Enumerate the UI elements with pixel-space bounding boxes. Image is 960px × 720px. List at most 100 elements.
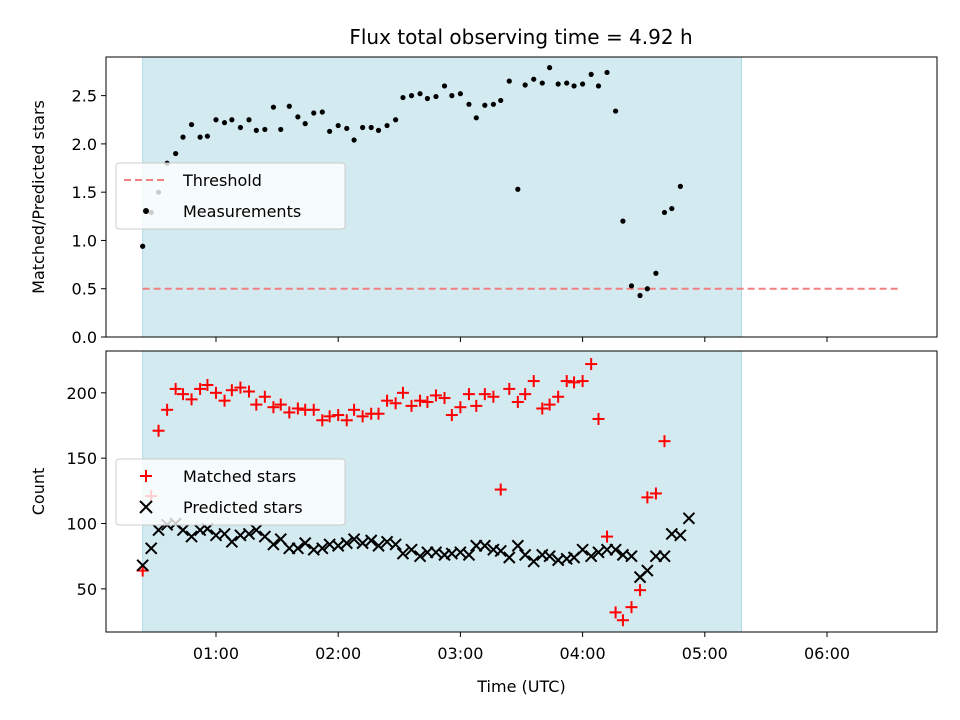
top-y-axis-label: Matched/Predicted stars	[29, 100, 48, 294]
measurement-point	[408, 93, 415, 99]
predicted-star-point	[576, 543, 589, 556]
measurement-point	[417, 91, 423, 97]
legend-threshold-label: Threshold	[182, 171, 262, 190]
matched-star-point	[332, 409, 345, 422]
matched-star-point	[503, 382, 516, 395]
matched-star-point	[234, 381, 247, 394]
legend-predicted-label: Predicted stars	[183, 498, 303, 517]
matched-star-point	[421, 395, 434, 408]
matched-star-point	[185, 393, 198, 406]
matched-star-point	[348, 403, 361, 416]
measurement-point	[188, 121, 195, 128]
predicted-star-point	[641, 564, 654, 577]
matched-star-point	[462, 388, 475, 401]
matched-star-point	[527, 375, 540, 388]
measurement-point	[637, 292, 643, 299]
matched-star-point	[307, 403, 320, 416]
matched-star-point	[429, 389, 442, 402]
predicted-star-point	[331, 539, 345, 552]
predicted-star-point	[136, 559, 149, 572]
measurement-point	[612, 108, 619, 114]
predicted-star-point	[454, 546, 467, 559]
matched-star-point	[560, 375, 573, 388]
matched-star-point	[274, 398, 287, 411]
x-tick-label: 04:00	[560, 644, 606, 663]
measurement-point	[669, 205, 675, 212]
matched-star-point	[601, 530, 614, 543]
measurement-point	[253, 127, 259, 133]
y-tick-label: 2.0	[72, 135, 97, 154]
matched-star-point	[616, 614, 629, 627]
x-tick-label: 06:00	[804, 644, 850, 663]
predicted-star-point	[298, 536, 312, 550]
matched-star-point	[445, 409, 458, 422]
predicted-star-point	[356, 536, 369, 550]
matched-star-point	[152, 424, 165, 437]
predicted-star-point	[176, 523, 190, 537]
matched-star-point	[478, 388, 491, 401]
matched-star-point	[201, 378, 214, 391]
matched-star-point	[176, 388, 189, 401]
top-x-ticks	[215, 337, 828, 342]
matched-star-point	[218, 394, 231, 407]
predicted-star-point	[347, 532, 361, 546]
predicted-star-point	[494, 544, 507, 558]
matched-star-point	[194, 382, 207, 395]
measurement-point	[302, 121, 308, 127]
measurement-point	[677, 183, 683, 189]
matched-star-point	[592, 412, 605, 425]
matched-star-point	[372, 407, 385, 420]
predicted-star-point	[625, 549, 638, 563]
measurement-point	[449, 93, 455, 99]
matched-star-point	[536, 402, 549, 415]
predicted-star-point	[267, 538, 280, 551]
measurement-point	[466, 101, 472, 107]
matched-star-point	[381, 394, 394, 407]
measurement-point	[229, 117, 235, 123]
legend-measurements-label: Measurements	[183, 202, 301, 221]
y-tick-label: 50	[77, 580, 97, 599]
predicted-star-point	[364, 534, 378, 547]
matched-star-point	[470, 399, 483, 412]
legend-matched-label: Matched stars	[183, 467, 296, 486]
matched-star-point	[225, 384, 238, 397]
measurement-point	[295, 114, 301, 120]
y-tick-label: 1.0	[72, 231, 97, 250]
measurement-point	[204, 133, 211, 139]
matched-star-point	[552, 390, 565, 403]
top-legend: Threshold Measurements	[115, 162, 346, 230]
x-tick-label: 03:00	[437, 644, 483, 663]
measurement-point	[555, 81, 561, 87]
matched-star-point	[242, 385, 255, 398]
predicted-star-point	[511, 539, 525, 552]
matched-star-point	[454, 401, 467, 414]
measurement-point	[319, 109, 325, 115]
legend-measurements-swatch	[143, 208, 149, 214]
top-legend-box	[115, 162, 346, 230]
measurement-point	[653, 270, 659, 276]
y-tick-label: 150	[66, 449, 97, 468]
predicted-star-point	[316, 542, 329, 555]
matched-star-point	[511, 395, 524, 408]
predicted-star-point	[405, 543, 418, 556]
predicted-star-point	[250, 523, 263, 537]
predicted-star-point	[372, 539, 385, 552]
matched-star-point	[209, 386, 222, 399]
matched-star-point	[649, 487, 662, 500]
measurement-point	[531, 76, 537, 82]
matched-star-point	[316, 414, 329, 427]
predicted-star-point	[462, 548, 476, 562]
y-tick-label: 0.0	[72, 328, 97, 347]
matched-star-point	[169, 382, 182, 395]
predicted-star-point	[682, 512, 696, 525]
matched-star-point	[414, 394, 427, 407]
predicted-star-point	[478, 539, 492, 552]
legend-matched-swatch	[140, 470, 152, 482]
bottom-x-ticks: 01:00 02:00 03:00 04:00 05:00 06:00	[193, 632, 850, 663]
predicted-star-point	[429, 546, 443, 559]
measurement-point	[351, 137, 357, 143]
measurements-series	[140, 65, 683, 299]
measurement-point	[571, 83, 577, 89]
legend-predicted-swatch	[139, 500, 153, 514]
y-tick-label: 0.5	[72, 280, 97, 299]
